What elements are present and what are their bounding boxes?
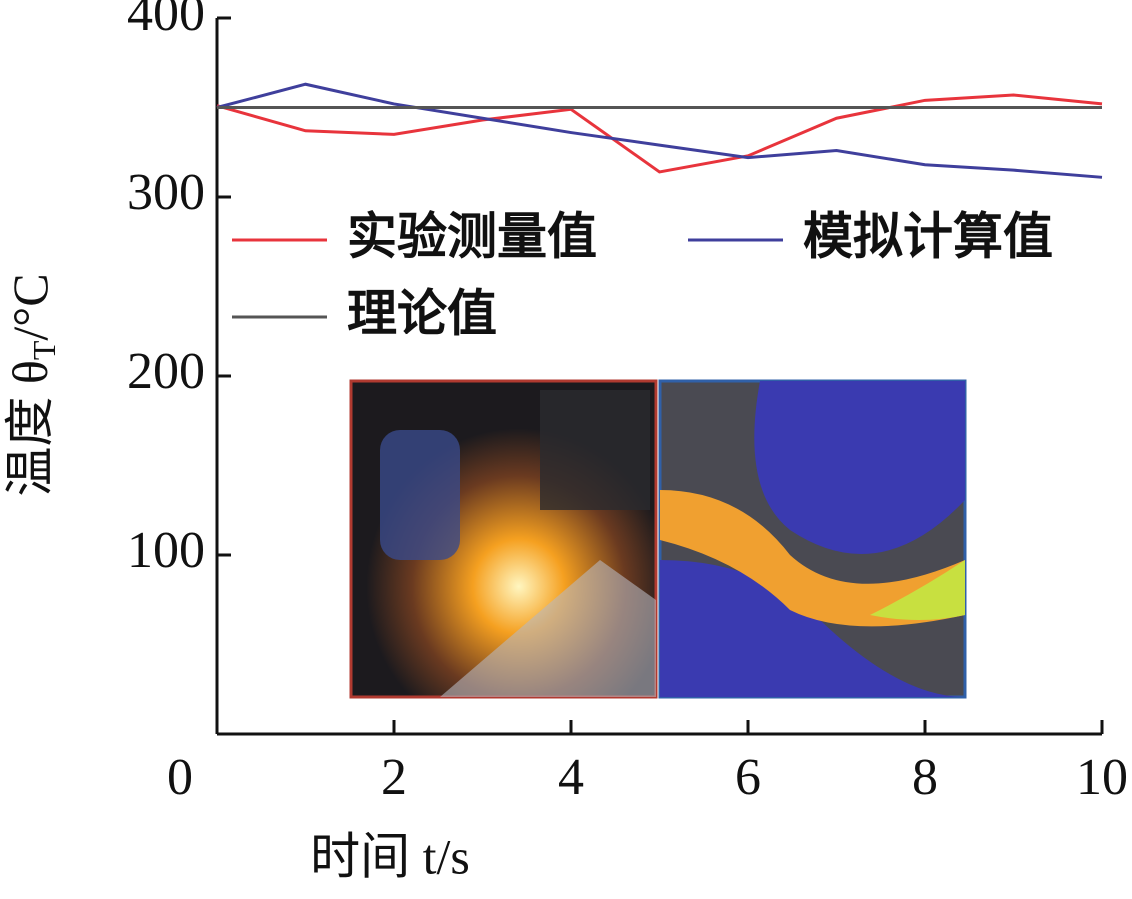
y-label-sub: T <box>26 340 62 360</box>
legend-label: 模拟计算值 <box>803 208 1053 266</box>
x-tick-label: 2 <box>381 749 407 806</box>
x-tick-label: 0 <box>167 749 193 806</box>
x-tick-label: 10 <box>1076 749 1128 806</box>
series-line <box>216 82 1103 179</box>
y-tick-label: 400 <box>127 0 205 42</box>
y-tick-label: 100 <box>127 522 205 579</box>
legend-label: 实验测量值 <box>347 208 597 266</box>
y-axis-label: 温度 θT/°C <box>2 273 62 496</box>
inset-photo <box>349 379 658 699</box>
x-tick-label: 6 <box>735 749 761 806</box>
legend-label: 理论值 <box>347 285 497 343</box>
x-axis-label: 时间 t/s <box>310 828 470 884</box>
inset-simulation <box>658 379 967 699</box>
series-line <box>216 93 1103 174</box>
x-tick-label: 8 <box>912 749 938 806</box>
y-tick-label: 200 <box>127 343 205 400</box>
y-label-main: 温度 θ <box>2 360 58 496</box>
y-label-unit: /°C <box>2 273 58 340</box>
y-tick-label: 300 <box>127 164 205 221</box>
x-tick-label: 4 <box>558 749 584 806</box>
